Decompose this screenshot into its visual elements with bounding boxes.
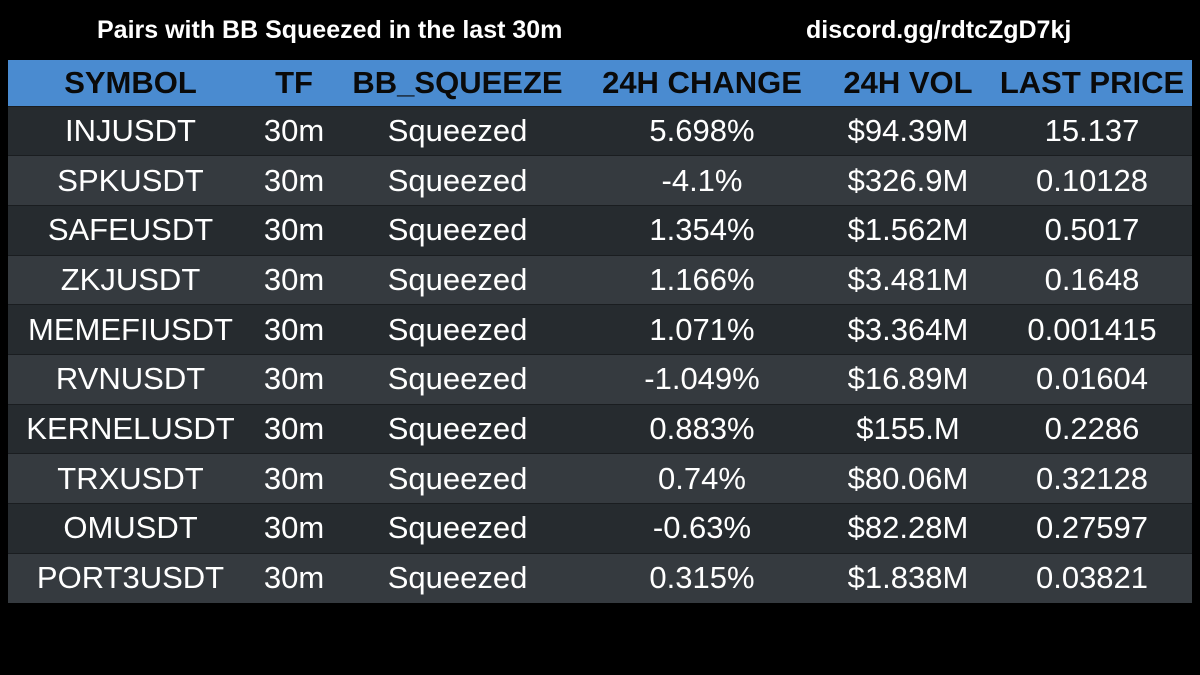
table-row: SPKUSDT 30m Squeezed -4.1% $326.9M 0.10128: [8, 155, 1192, 206]
cell-last-price: 0.1648: [1044, 261, 1140, 297]
cell-bb-squeeze: Squeezed: [387, 112, 528, 148]
cell-bb-squeeze: Squeezed: [387, 410, 528, 446]
table-row: KERNELUSDT 30m Squeezed 0.883% $155.M 0.2286: [8, 404, 1192, 454]
cell-24h-vol: $82.28M: [847, 510, 969, 546]
cell-24h-change: 5.698%: [649, 112, 755, 148]
cell-24h-change: 0.74%: [658, 460, 746, 496]
cell-24h-change: 0.315%: [649, 560, 755, 596]
cell-symbol: KERNELUSDT: [26, 410, 235, 446]
cell-last-price: 0.32128: [1035, 460, 1149, 496]
column-header-last-price: LAST PRICE: [999, 64, 1185, 100]
cell-24h-vol: $94.39M: [847, 112, 969, 148]
cell-tf: 30m: [263, 460, 325, 496]
cell-24h-change: 1.071%: [649, 311, 755, 347]
cell-last-price: 0.2286: [1044, 410, 1140, 446]
table-row: INJUSDT 30m Squeezed 5.698% $94.39M 15.137: [8, 106, 1192, 156]
table-row: TRXUSDT 30m Squeezed 0.74% $80.06M 0.32128: [8, 453, 1192, 504]
cell-last-price: 0.10128: [1035, 162, 1149, 198]
cell-bb-squeeze: Squeezed: [387, 510, 528, 546]
column-header-24h-change: 24H CHANGE: [602, 64, 802, 100]
table-body: INJUSDT 30m Squeezed 5.698% $94.39M 15.137 SPK…: [8, 106, 1192, 603]
discord-link[interactable]: discord.gg/rdtcZgD7kj: [806, 16, 1072, 44]
table-header-row: SYMBOL TF BB_SQUEEZE 24H CHANGE 24H VOL …: [8, 60, 1192, 106]
cell-24h-vol: $3.481M: [847, 261, 969, 297]
cell-bb-squeeze: Squeezed: [387, 460, 528, 496]
cell-tf: 30m: [263, 162, 325, 198]
cell-24h-vol: $155.M: [856, 410, 960, 446]
cell-last-price: 0.5017: [1044, 212, 1140, 248]
column-header-bb-squeeze: BB_SQUEEZE: [352, 64, 563, 100]
cell-bb-squeeze: Squeezed: [387, 162, 528, 198]
cell-24h-change: 0.883%: [649, 410, 755, 446]
table-row: MEMEFIUSDT 30m Squeezed 1.071% $3.364M 0.0014…: [8, 304, 1192, 355]
cell-tf: 30m: [263, 560, 325, 596]
cell-24h-vol: $16.89M: [847, 361, 969, 397]
cell-tf: 30m: [263, 261, 325, 297]
cell-last-price: 15.137: [1044, 112, 1140, 148]
cell-symbol: MEMEFIUSDT: [28, 311, 233, 347]
cell-24h-vol: $3.364M: [847, 311, 969, 347]
cell-tf: 30m: [263, 112, 325, 148]
cell-24h-vol: $1.562M: [847, 212, 969, 248]
cell-symbol: ZKJUSDT: [60, 261, 201, 297]
cell-24h-change: -4.1%: [661, 162, 743, 198]
cell-24h-change: -0.63%: [652, 510, 752, 546]
cell-symbol: RVNUSDT: [55, 361, 206, 397]
cell-last-price: 0.03821: [1035, 560, 1149, 596]
cell-last-price: 0.27597: [1035, 510, 1149, 546]
cell-symbol: SPKUSDT: [57, 162, 204, 198]
cell-symbol: PORT3USDT: [36, 560, 225, 596]
cell-tf: 30m: [263, 212, 325, 248]
table-row: OMUSDT 30m Squeezed -0.63% $82.28M 0.27597: [8, 503, 1192, 554]
table-row: SAFEUSDT 30m Squeezed 1.354% $1.562M 0.5017: [8, 205, 1192, 256]
cell-tf: 30m: [263, 361, 325, 397]
page-title: Pairs with BB Squeezed in the last 30m: [97, 16, 563, 44]
table-row: ZKJUSDT 30m Squeezed 1.166% $3.481M 0.1648: [8, 255, 1192, 305]
cell-24h-vol: $326.9M: [847, 162, 969, 198]
cell-symbol: TRXUSDT: [57, 460, 204, 496]
column-header-tf: TF: [275, 64, 313, 100]
cell-24h-change: 1.166%: [649, 261, 755, 297]
cell-tf: 30m: [263, 510, 325, 546]
column-header-24h-vol: 24H VOL: [843, 64, 973, 100]
cell-bb-squeeze: Squeezed: [387, 212, 528, 248]
cell-tf: 30m: [263, 410, 325, 446]
cell-symbol: SAFEUSDT: [47, 212, 214, 248]
cell-bb-squeeze: Squeezed: [387, 261, 528, 297]
cell-last-price: 0.001415: [1027, 311, 1157, 347]
table-row: PORT3USDT 30m Squeezed 0.315% $1.838M 0.03821: [8, 553, 1192, 603]
cell-bb-squeeze: Squeezed: [387, 560, 528, 596]
title-bar: Pairs with BB Squeezed in the last 30m d…: [0, 0, 1200, 60]
cell-bb-squeeze: Squeezed: [387, 311, 528, 347]
cell-symbol: INJUSDT: [65, 112, 196, 148]
cell-bb-squeeze: Squeezed: [387, 361, 528, 397]
cell-24h-vol: $80.06M: [847, 460, 969, 496]
cell-tf: 30m: [263, 311, 325, 347]
cell-symbol: OMUSDT: [63, 510, 198, 546]
cell-24h-change: -1.049%: [644, 361, 760, 397]
pairs-table: SYMBOL TF BB_SQUEEZE 24H CHANGE 24H VOL …: [8, 60, 1192, 603]
cell-24h-change: 1.354%: [649, 212, 755, 248]
column-header-symbol: SYMBOL: [64, 64, 197, 100]
cell-last-price: 0.01604: [1035, 361, 1149, 397]
table-row: RVNUSDT 30m Squeezed -1.049% $16.89M 0.01604: [8, 354, 1192, 405]
cell-24h-vol: $1.838M: [847, 560, 969, 596]
